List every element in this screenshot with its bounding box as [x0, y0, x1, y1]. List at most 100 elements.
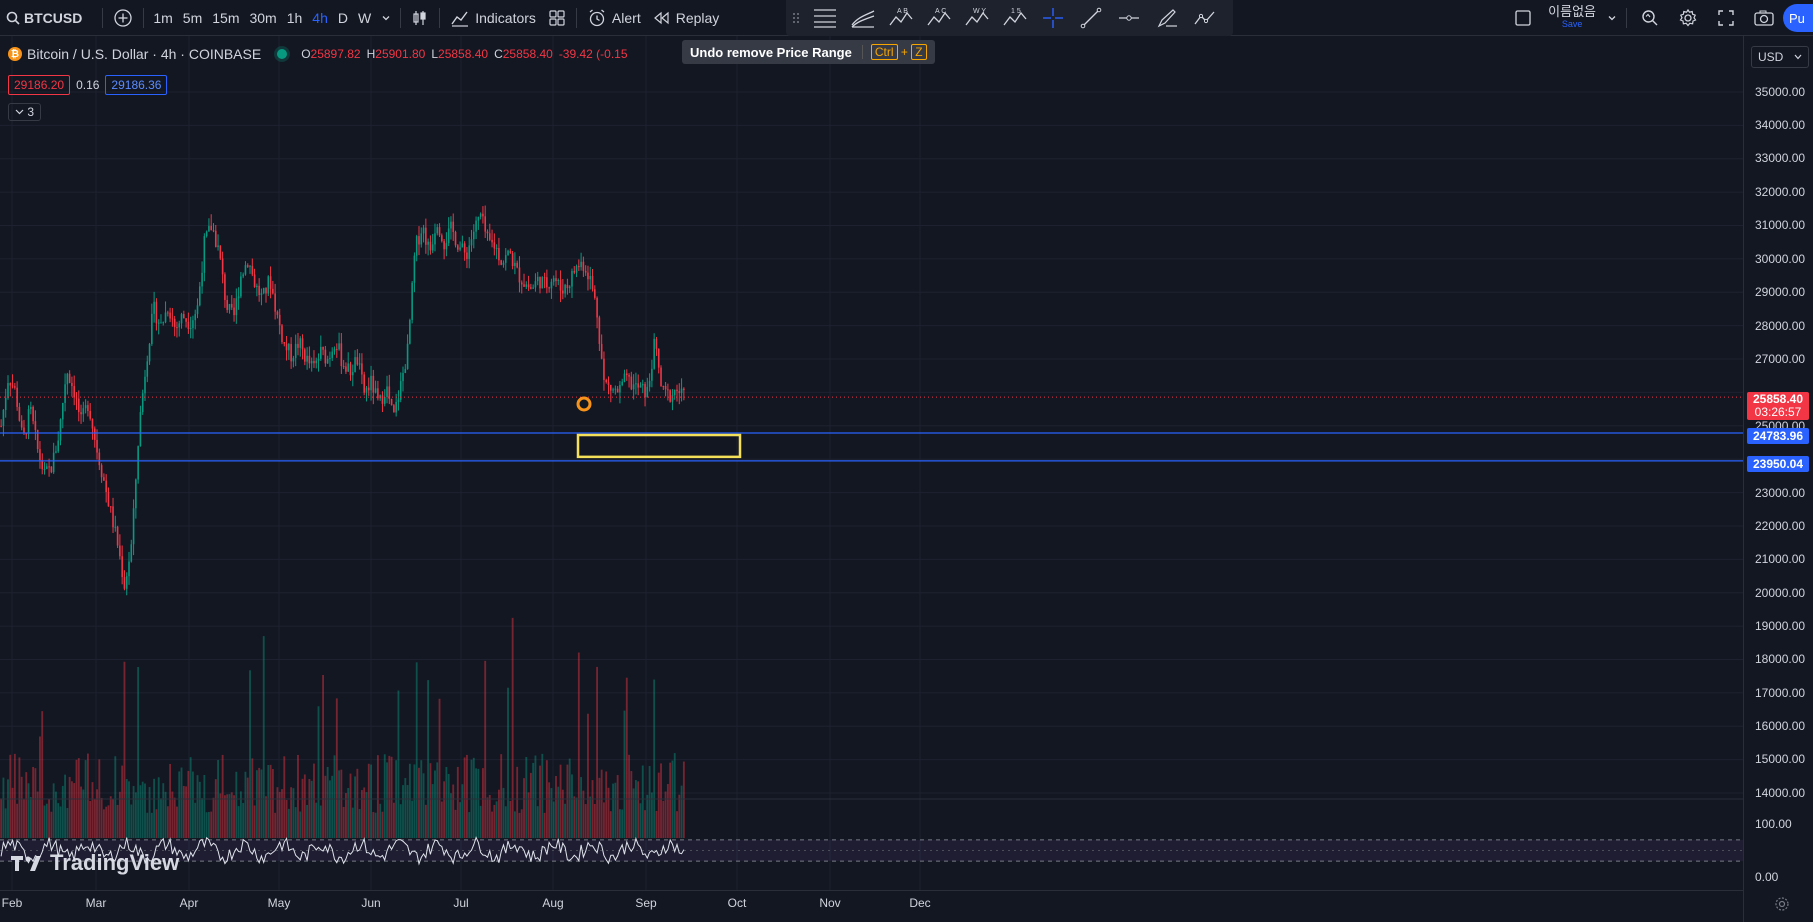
volume-bar [244, 771, 247, 838]
candle-body [91, 418, 94, 429]
layout-select[interactable] [1504, 0, 1542, 36]
replay-button[interactable]: Replay [647, 0, 726, 36]
volume-bar [614, 782, 617, 838]
candle-body [495, 247, 498, 249]
timeframe-d[interactable]: D [337, 9, 348, 26]
volume-bar [650, 792, 653, 838]
candle-body [646, 386, 649, 398]
volume-bar [182, 785, 185, 838]
candle-body [388, 386, 391, 400]
candle-body [219, 245, 222, 259]
trend-line-tool[interactable] [1072, 0, 1110, 36]
timeframe-30m[interactable]: 30m [249, 9, 277, 26]
volume-bar [89, 800, 92, 838]
price-axis[interactable] [1743, 36, 1813, 922]
hotkey-z: Z [911, 44, 927, 60]
volume-bar [2, 777, 5, 838]
legend-title[interactable]: Bitcoin / U.S. Dollar · 4h · COINBASE [27, 46, 262, 62]
time-axis[interactable] [0, 890, 1743, 922]
candle-body [55, 451, 57, 453]
candle-body [468, 245, 471, 260]
candle-body [9, 383, 12, 386]
volume-bar [648, 766, 651, 838]
fib-channel-tool[interactable] [844, 0, 882, 36]
chart-type-button[interactable] [405, 0, 435, 36]
publish-button[interactable]: Pu [1783, 4, 1813, 32]
volume-bar [374, 812, 377, 838]
volume-bar [180, 767, 183, 838]
horizontal-ray-tool[interactable] [1110, 0, 1148, 36]
crosshair-tool[interactable] [1034, 0, 1072, 36]
range-low-label: 23950.04 [1747, 456, 1809, 472]
volume-bar [13, 753, 16, 838]
volume-bar [529, 772, 532, 838]
candle-body [600, 343, 603, 359]
candle-body [7, 383, 9, 398]
candle-body [141, 393, 144, 413]
fullscreen-button[interactable] [1707, 0, 1745, 36]
candle-body [552, 278, 555, 282]
buy-button[interactable]: 29186.36 [105, 75, 168, 95]
volume-bar [86, 753, 89, 838]
compare-button[interactable] [107, 0, 139, 36]
symbol-search[interactable]: BTCUSD [0, 0, 88, 36]
volume-bar [36, 791, 39, 838]
market-open-indicator[interactable] [277, 49, 288, 59]
volume-bar [379, 803, 382, 838]
templates-button[interactable] [542, 0, 572, 36]
timeframe-4h[interactable]: 4h [312, 9, 328, 26]
drag-handle[interactable] [786, 0, 806, 36]
pattern-15-tool[interactable]: 1 5 [996, 0, 1034, 36]
candle-body [411, 282, 413, 320]
timeframe-15m[interactable]: 15m [212, 9, 240, 26]
indicators-collapse-button[interactable]: 3 [8, 103, 42, 121]
timeframe-dropdown[interactable] [376, 10, 396, 26]
volume-bar [392, 802, 395, 838]
candle-body [171, 318, 174, 320]
volume-bar [399, 804, 402, 838]
timeframe-1h[interactable]: 1h [286, 9, 303, 26]
alert-button[interactable]: Alert [581, 0, 647, 36]
quick-search-button[interactable] [1631, 0, 1669, 36]
pattern-wy-tool[interactable]: W Y [958, 0, 996, 36]
volume-bar [223, 795, 226, 838]
fib-retracement-tool[interactable] [806, 0, 844, 36]
layout-name-button[interactable]: 이름없음 Save [1542, 5, 1602, 30]
candle-body [637, 383, 639, 388]
settings-button[interactable] [1669, 0, 1707, 36]
path-tool[interactable] [1186, 0, 1224, 36]
volume-bar [292, 788, 295, 838]
candle-body [621, 381, 624, 386]
volume-bar [557, 786, 560, 838]
chart-pane[interactable] [0, 36, 1743, 890]
timeframe-w[interactable]: W [358, 9, 372, 26]
timeframe-5m[interactable]: 5m [182, 9, 203, 26]
candle-body [212, 230, 215, 232]
layout-dropdown[interactable] [1602, 0, 1622, 36]
price-tick: 21000.00 [1755, 552, 1806, 566]
volume-bar [210, 811, 213, 838]
candle-body [292, 358, 295, 362]
currency-select[interactable]: USD [1751, 46, 1809, 68]
volume-bar [45, 803, 48, 838]
candle-body [651, 368, 653, 381]
candle-body [365, 387, 368, 393]
chevron-down-icon [1794, 54, 1802, 60]
volume-bar [397, 690, 400, 838]
volume-bar [48, 799, 51, 838]
timeframe-1m[interactable]: 1m [153, 9, 173, 26]
volume-bar [664, 791, 667, 838]
candle-body [520, 282, 523, 285]
sell-button[interactable]: 29186.20 [8, 75, 71, 95]
candle-body [226, 299, 228, 310]
pattern-ab-tool[interactable]: A B [882, 0, 920, 36]
candle-body [589, 276, 592, 280]
volume-bar [443, 781, 446, 838]
indicators-button[interactable]: Indicators [444, 0, 542, 36]
snapshot-button[interactable] [1745, 0, 1783, 36]
scale-settings-button[interactable] [1774, 896, 1790, 917]
pattern-ac-tool[interactable]: A C [920, 0, 958, 36]
drag-dots-icon [793, 13, 799, 23]
price-tick: 28000.00 [1755, 319, 1806, 333]
brush-tool[interactable] [1148, 0, 1186, 36]
